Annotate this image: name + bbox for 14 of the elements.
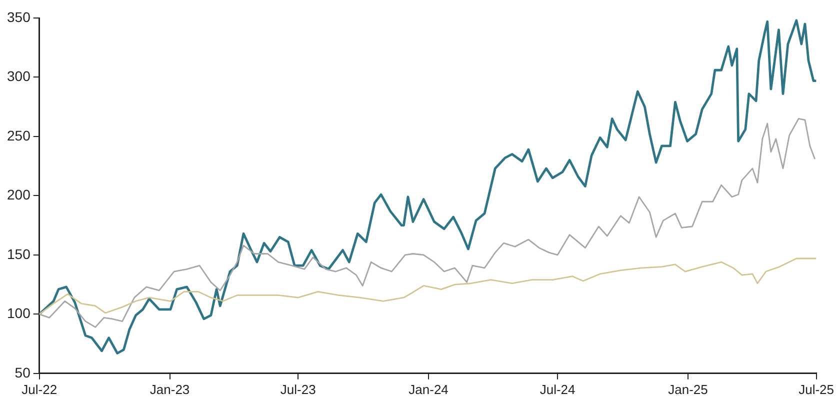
y-tick-label: 250 — [7, 127, 31, 144]
y-tick-label: 350 — [7, 8, 31, 25]
x-tick-label: Jul-22 — [22, 382, 58, 397]
x-tick-label: Jan-24 — [408, 382, 448, 397]
x-tick-label: Jul-23 — [280, 382, 316, 397]
x-tick-label: Jan-23 — [150, 382, 190, 397]
y-tick-label: 100 — [7, 305, 31, 322]
y-tick-label: 150 — [7, 246, 31, 262]
y-tick-label: 50 — [14, 364, 31, 380]
x-tick-label: Jan-25 — [668, 382, 708, 397]
y-tick-label: 200 — [7, 186, 31, 203]
y-tick-label: 300 — [7, 68, 31, 84]
x-tick-label: Jul-24 — [540, 382, 576, 397]
x-tick-label: Jul-25 — [798, 382, 834, 397]
